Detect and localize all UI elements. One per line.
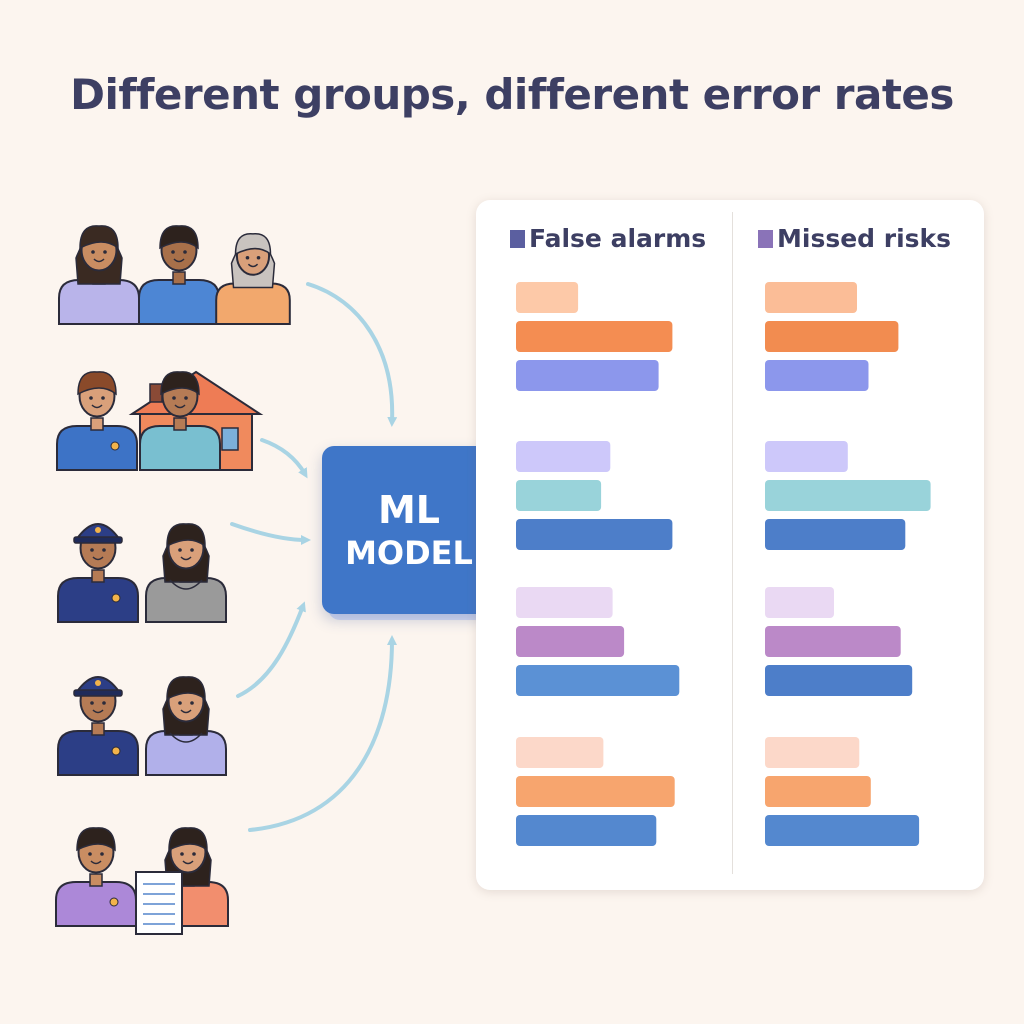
bar-missed-risks-g3-3 (765, 665, 913, 696)
bar-false-alarms-g3-2 (516, 626, 625, 657)
bar-missed-risks-g3-2 (765, 626, 901, 657)
arrow-group-2 (260, 438, 308, 479)
bar-missed-risks-g1-3 (765, 360, 869, 391)
bar-false-alarms-g3-3 (516, 665, 680, 696)
bar-false-alarms-g2-2 (516, 480, 602, 511)
legend-swatch-false-alarms (510, 229, 525, 248)
bar-false-alarms-g3-1 (516, 587, 613, 618)
hoodie-person-icon (145, 676, 227, 776)
man-icon (139, 371, 221, 471)
bar-false-alarms-g1-3 (516, 360, 659, 391)
bar-false-alarms-g2-3 (516, 519, 673, 550)
legend-label-missed-risks: Missed risks (777, 224, 952, 253)
model-label-line1: ML (377, 488, 441, 532)
ml-model-box: ML MODEL (322, 446, 496, 614)
bar-missed-risks-g3-1 (765, 587, 834, 618)
bar-missed-risks-g2-3 (765, 519, 906, 550)
bar-missed-risks-g4-2 (765, 776, 871, 807)
bar-missed-risks-g2-2 (765, 480, 931, 511)
arrow-group-5 (248, 635, 397, 832)
hoodie-person-icon (145, 523, 227, 623)
bar-false-alarms-g4-3 (516, 815, 657, 846)
model-label-line2: MODEL (345, 534, 473, 572)
legend-missed-risks: Missed risks (758, 224, 951, 253)
bar-false-alarms-g2-1 (516, 441, 611, 472)
bar-missed-risks-g2-1 (765, 441, 848, 472)
legend-swatch-missed-risks (758, 229, 773, 248)
worker-icon (56, 371, 138, 471)
officer-icon (57, 523, 139, 623)
arrow-group-3 (230, 522, 311, 545)
document-icon (135, 871, 183, 935)
bar-false-alarms-g1-1 (516, 282, 579, 313)
error-rates-panel: False alarms Missed risks (476, 200, 984, 890)
officer-icon (57, 676, 139, 776)
bar-false-alarms-g4-1 (516, 737, 604, 768)
bar-missed-risks-g4-3 (765, 815, 920, 846)
bar-missed-risks-g1-2 (765, 321, 899, 352)
man-icon (55, 827, 137, 927)
legend-false-alarms: False alarms (510, 224, 706, 253)
bar-missed-risks-g4-1 (765, 737, 860, 768)
arrow-group-4 (236, 601, 306, 698)
error-bars (516, 282, 931, 846)
panel-divider (732, 212, 733, 874)
man-icon (138, 225, 220, 325)
elder-woman-icon (215, 233, 291, 325)
legend-label-false-alarms: False alarms (529, 224, 707, 253)
woman-icon (58, 225, 140, 325)
bar-missed-risks-g1-1 (765, 282, 857, 313)
bar-false-alarms-g1-2 (516, 321, 673, 352)
arrow-group-1 (306, 282, 398, 427)
bar-false-alarms-g4-2 (516, 776, 675, 807)
page-title: Different groups, different error rates (70, 70, 954, 119)
